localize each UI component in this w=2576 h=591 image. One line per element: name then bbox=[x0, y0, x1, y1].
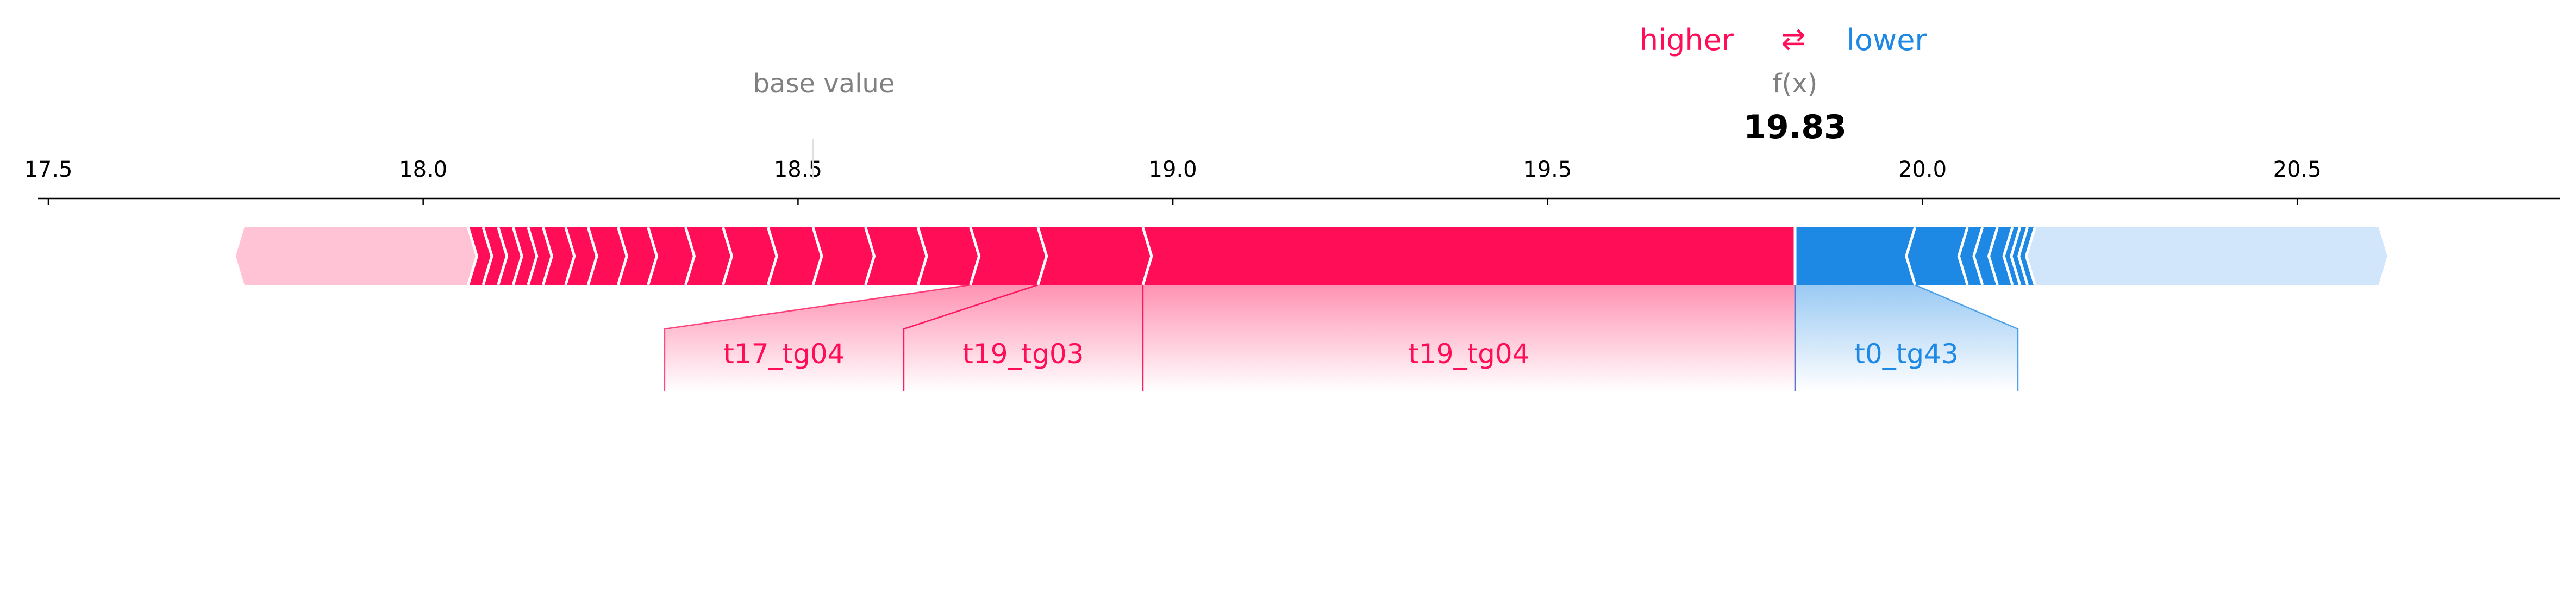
force-bars bbox=[235, 227, 2387, 285]
feature-shade bbox=[1142, 285, 1795, 391]
positive-segment-chevron bbox=[811, 227, 823, 285]
x-tick-label: 20.0 bbox=[1898, 157, 1947, 182]
negative-segment-chevron bbox=[1972, 227, 1984, 285]
x-axis: 17.5 18.0 18.5 19.0 19.5 20.0 20.5 bbox=[24, 139, 2560, 205]
feature-shades bbox=[664, 284, 2019, 391]
negative-segment-chevron bbox=[1957, 227, 1969, 285]
feature-shade bbox=[664, 285, 1038, 391]
feature-connector bbox=[1915, 284, 2019, 391]
positive-segment-chevron bbox=[586, 227, 598, 285]
positive-segment-chevron bbox=[616, 227, 628, 285]
positive-segment-chevron bbox=[722, 227, 734, 285]
legend-higher-label: higher bbox=[1640, 23, 1734, 57]
feature-shade bbox=[903, 285, 1143, 391]
negative-segment-chevron bbox=[2017, 227, 2029, 285]
negative-bar bbox=[1795, 227, 2035, 285]
positive-segment-chevron bbox=[467, 227, 479, 285]
legend: higher ⇄ lower bbox=[1640, 22, 1928, 57]
x-tick-label: 20.5 bbox=[2273, 157, 2322, 182]
positive-segment-chevron bbox=[864, 227, 876, 285]
fx-label: f(x) bbox=[1773, 69, 1818, 99]
positive-segment-chevron bbox=[766, 227, 778, 285]
x-tick-label: 18.0 bbox=[399, 157, 447, 182]
feature-connector bbox=[664, 284, 971, 391]
legend-lower-label: lower bbox=[1847, 23, 1927, 57]
positive-segment-chevron bbox=[541, 227, 553, 285]
feature-label: t0_tg43 bbox=[1854, 338, 1958, 370]
positive-segment-chevron bbox=[684, 227, 696, 285]
positive-segment-chevron bbox=[916, 227, 928, 285]
x-tick-label: 19.5 bbox=[1523, 157, 1572, 182]
negative-segment-chevron bbox=[1987, 227, 1999, 285]
negative-segment-chevron bbox=[1905, 227, 1917, 285]
positive-tail bbox=[235, 227, 477, 285]
base-value-label: base value bbox=[753, 69, 895, 99]
x-tick-label: 18.5 bbox=[774, 157, 822, 182]
positive-segment-chevron bbox=[482, 227, 493, 285]
x-tick-label: 19.0 bbox=[1149, 157, 1197, 182]
positive-segment-chevron bbox=[1141, 227, 1153, 285]
feature-shade bbox=[1795, 285, 2018, 391]
x-tick-label: 17.5 bbox=[24, 157, 72, 182]
positive-segment-chevron bbox=[564, 227, 576, 285]
feature-label: t19_tg04 bbox=[1408, 338, 1529, 370]
positive-segment-chevron bbox=[969, 227, 981, 285]
positive-segment-chevron bbox=[1036, 227, 1048, 285]
positive-segment-chevron bbox=[647, 227, 659, 285]
feature-connector bbox=[903, 284, 1039, 391]
positive-bar bbox=[468, 227, 1795, 285]
feature-labels: t17_tg04 t19_tg03 t19_tg04 t0_tg43 bbox=[723, 338, 1958, 370]
legend-arrows-icon: ⇄ bbox=[1781, 22, 1805, 56]
negative-tail bbox=[2026, 227, 2387, 285]
feature-label: t17_tg04 bbox=[723, 338, 845, 370]
positive-segment-chevron bbox=[497, 227, 509, 285]
negative-segment-chevron bbox=[2002, 227, 2014, 285]
feature-label: t19_tg03 bbox=[962, 338, 1084, 370]
positive-segment-chevron bbox=[511, 227, 523, 285]
negative-segment-chevron bbox=[2010, 227, 2022, 285]
positive-segment-chevron bbox=[527, 227, 539, 285]
negative-segment-chevron bbox=[2024, 227, 2036, 285]
fx-value: 19.83 bbox=[1743, 108, 1847, 146]
